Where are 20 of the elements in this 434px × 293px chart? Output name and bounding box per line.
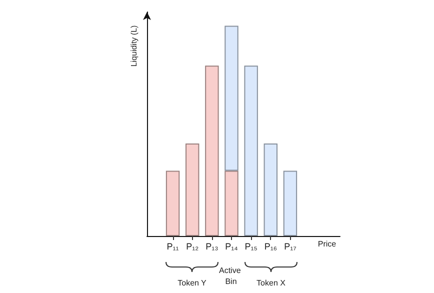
x-tick-label: P₁₂ bbox=[186, 242, 200, 252]
text: Token Y bbox=[178, 278, 208, 288]
bar bbox=[283, 170, 298, 236]
bar bbox=[224, 26, 238, 171]
bar bbox=[186, 143, 200, 236]
x-axis-title: Price bbox=[318, 240, 337, 248]
x-tick-label: P₁₇ bbox=[284, 242, 296, 252]
bar bbox=[264, 143, 278, 236]
x-tick-label: P₁₁ bbox=[166, 242, 179, 252]
bar bbox=[244, 66, 258, 236]
bar bbox=[205, 66, 219, 236]
x-tick-label: P₁₆ bbox=[264, 242, 278, 252]
x-tick-label: P₁₄ bbox=[225, 242, 238, 252]
text: Token X bbox=[256, 278, 286, 288]
bar bbox=[224, 170, 238, 236]
y-axis-title: Liquidity (L) bbox=[130, 24, 138, 67]
x-tick-label: P₁₃ bbox=[206, 242, 219, 252]
text: Active Bin bbox=[218, 266, 244, 286]
x-tick-label: P₁₅ bbox=[244, 242, 258, 252]
bar bbox=[166, 170, 180, 236]
